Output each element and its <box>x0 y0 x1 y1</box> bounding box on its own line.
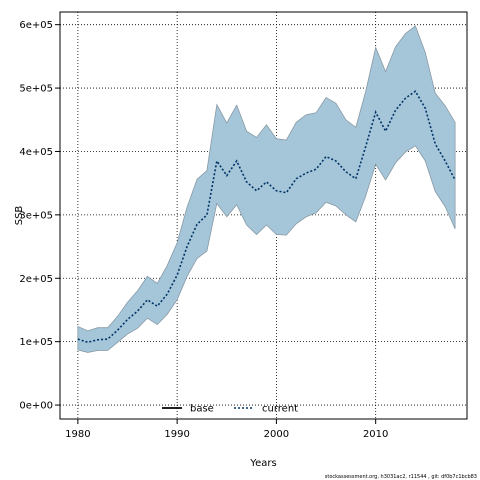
series-line-current <box>77 90 456 344</box>
x-tick-label: 2010 <box>363 429 388 440</box>
y-axis: 0e+00 1e+05 2e+05 3e+05 4e+05 5e+05 6e+05 <box>19 20 60 412</box>
legend-label-current: current <box>262 404 298 415</box>
series-lines <box>77 90 456 344</box>
x-axis: 1980 1990 2000 2010 <box>65 419 388 440</box>
y-axis-title: SSB <box>14 206 25 226</box>
x-tick-label: 1980 <box>65 429 90 440</box>
y-tick-label: 4e+05 <box>19 147 53 158</box>
x-axis-title: Years <box>249 458 276 469</box>
y-tick-label: 6e+05 <box>19 20 53 31</box>
y-tick-label: 5e+05 <box>19 84 53 95</box>
footer-credit: stockassessment.org, h3031ac2, r11544 , … <box>325 474 477 480</box>
y-tick-label: 0e+00 <box>19 401 53 412</box>
plot-frame <box>59 11 468 420</box>
x-tick-label: 2000 <box>264 429 289 440</box>
ssb-confidence-band <box>77 25 456 353</box>
x-tick-label: 1990 <box>164 429 189 440</box>
legend: base current <box>162 404 298 415</box>
confidence-band <box>77 25 456 353</box>
y-tick-label: 3e+05 <box>19 210 53 221</box>
y-tick-label: 1e+05 <box>19 337 53 348</box>
y-tick-label: 2e+05 <box>19 274 53 285</box>
legend-label-base: base <box>190 404 214 415</box>
